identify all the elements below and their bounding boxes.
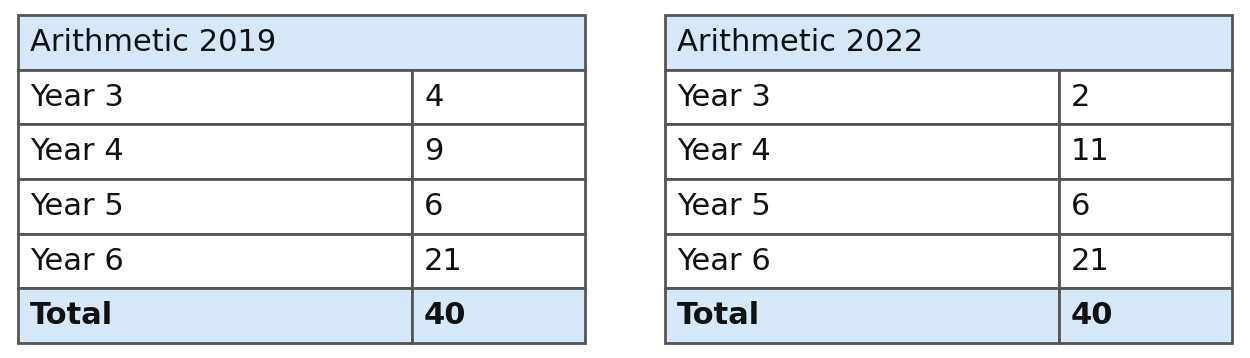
Bar: [18, 15, 585, 70]
Text: Arithmetic 2022: Arithmetic 2022: [678, 28, 924, 57]
Text: 21: 21: [424, 247, 462, 276]
Bar: [665, 70, 1059, 124]
Text: 2: 2: [1071, 82, 1090, 111]
Bar: [665, 15, 1232, 70]
Text: 4: 4: [424, 82, 444, 111]
Text: Total: Total: [678, 301, 760, 330]
Bar: [18, 70, 412, 124]
Text: 6: 6: [1071, 192, 1090, 221]
Bar: [412, 288, 585, 343]
Text: 9: 9: [424, 137, 444, 166]
Bar: [412, 234, 585, 288]
Text: 21: 21: [1071, 247, 1110, 276]
Text: 40: 40: [424, 301, 466, 330]
Text: 40: 40: [1071, 301, 1114, 330]
Bar: [18, 179, 412, 234]
Text: Year 6: Year 6: [30, 247, 124, 276]
Bar: [665, 288, 1059, 343]
Bar: [18, 124, 412, 179]
Text: Arithmetic 2019: Arithmetic 2019: [30, 28, 276, 57]
Text: Total: Total: [30, 301, 114, 330]
Bar: [665, 179, 1059, 234]
Bar: [665, 124, 1059, 179]
Bar: [1059, 179, 1232, 234]
Bar: [412, 179, 585, 234]
Text: Year 5: Year 5: [678, 192, 771, 221]
Text: 11: 11: [1071, 137, 1110, 166]
Bar: [1059, 124, 1232, 179]
Bar: [1059, 234, 1232, 288]
Text: Year 6: Year 6: [678, 247, 771, 276]
Bar: [1059, 70, 1232, 124]
Text: Year 5: Year 5: [30, 192, 124, 221]
Text: 6: 6: [424, 192, 444, 221]
Bar: [665, 234, 1059, 288]
Text: Year 4: Year 4: [30, 137, 124, 166]
Bar: [18, 234, 412, 288]
Text: Year 4: Year 4: [678, 137, 771, 166]
Bar: [412, 124, 585, 179]
Bar: [1059, 288, 1232, 343]
Text: Year 3: Year 3: [678, 82, 771, 111]
Bar: [18, 288, 412, 343]
Text: Year 3: Year 3: [30, 82, 124, 111]
Bar: [412, 70, 585, 124]
